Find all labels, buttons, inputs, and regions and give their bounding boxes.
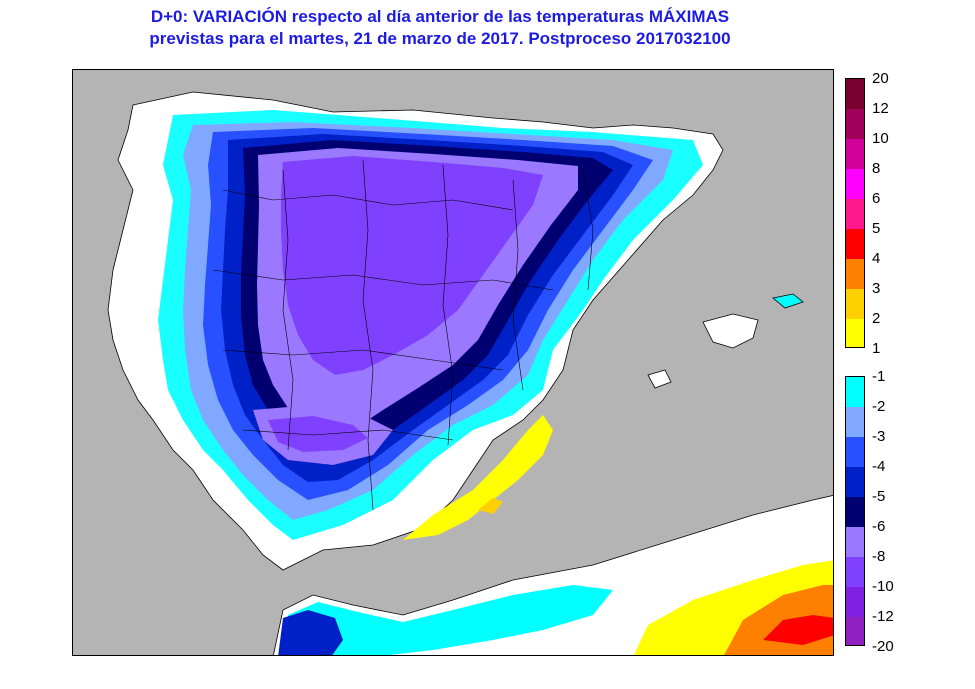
north-africa-cyan [283, 585, 613, 655]
zone-minus-8-south [268, 416, 368, 452]
legend-label: -4 [872, 458, 886, 475]
legend-swatch [846, 259, 864, 289]
legend-label: 1 [872, 340, 881, 357]
ibiza [647, 369, 672, 389]
legend-swatch [846, 199, 864, 229]
map-title: D+0: VARIACIÓN respecto al día anterior … [60, 6, 820, 50]
legend-swatch [846, 497, 864, 527]
legend-swatch [846, 289, 864, 319]
legend-label: -1 [872, 368, 886, 385]
legend-label: 4 [872, 250, 881, 267]
zone-plus-2-southeast [403, 415, 553, 540]
legend-label: -3 [872, 428, 886, 445]
legend-label: -20 [872, 638, 894, 655]
legend-swatch [846, 109, 864, 139]
legend-label: -10 [872, 578, 894, 595]
north-africa-red [763, 615, 833, 645]
legend-label: 12 [872, 100, 889, 117]
color-legend: 20 12 10 8 6 5 4 3 2 1 -1 -2 -3 -4 -5 -6 -8 -10 -12 -20 [845, 71, 965, 658]
map-frame [72, 69, 834, 656]
legend-swatch [846, 377, 864, 407]
north-africa-blue [278, 610, 343, 655]
legend-negative-scale [845, 376, 865, 646]
legend-swatch [846, 587, 864, 617]
legend-swatch [846, 437, 864, 467]
legend-label: 2 [872, 310, 881, 327]
legend-label: 8 [872, 160, 881, 177]
legend-swatch [846, 169, 864, 199]
province-borders [212, 159, 594, 511]
title-line-1: D+0: VARIACIÓN respecto al día anterior … [150, 7, 730, 26]
legend-label: -5 [872, 488, 886, 505]
legend-positive-scale [845, 78, 865, 348]
legend-swatch [846, 139, 864, 169]
legend-label: 5 [872, 220, 881, 237]
legend-label: 3 [872, 280, 881, 297]
legend-label: -12 [872, 608, 894, 625]
legend-swatch [846, 229, 864, 259]
legend-swatch [846, 617, 864, 645]
mallorca [702, 313, 759, 349]
zone-minus-8 [281, 156, 543, 375]
legend-swatch [846, 407, 864, 437]
legend-swatch [846, 557, 864, 587]
legend-label: 10 [872, 130, 889, 147]
title-line-2: previstas para el martes, 21 de marzo de… [149, 29, 731, 48]
legend-label: 20 [872, 70, 889, 87]
legend-label: -2 [872, 398, 886, 415]
zone-plus-3-southeast [478, 498, 503, 514]
legend-swatch [846, 467, 864, 497]
legend-swatch [846, 319, 864, 347]
legend-label: -8 [872, 548, 886, 565]
temperature-variation-map [73, 70, 833, 655]
legend-label: 6 [872, 190, 881, 207]
menorca [772, 293, 804, 309]
legend-swatch [846, 79, 864, 109]
legend-label: -6 [872, 518, 886, 535]
legend-swatch [846, 527, 864, 557]
